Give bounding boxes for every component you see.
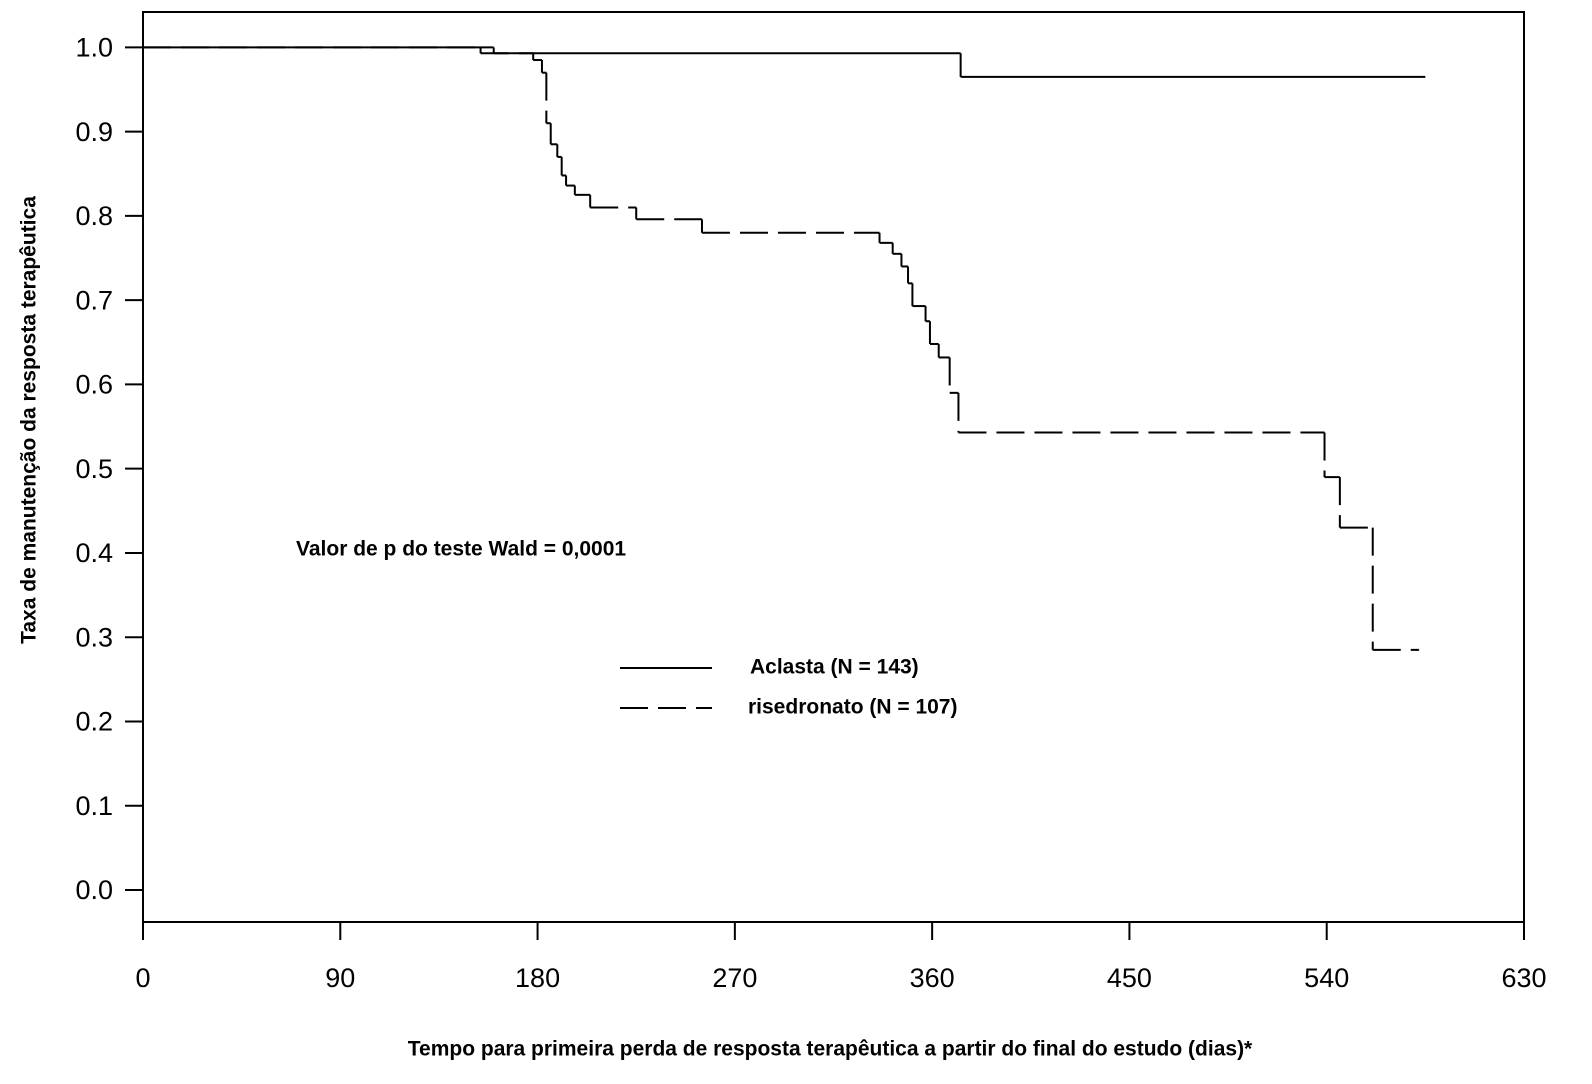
x-tick-label: 630 xyxy=(1501,963,1546,993)
y-tick-label: 0.5 xyxy=(75,454,113,484)
y-tick-label: 0.9 xyxy=(75,117,113,147)
x-tick-label: 90 xyxy=(325,963,355,993)
y-tick-label: 0.7 xyxy=(75,285,113,315)
x-tick-label: 360 xyxy=(910,963,955,993)
annotation: Valor de p do teste Wald = 0,0001 xyxy=(296,538,626,561)
x-tick-label: 450 xyxy=(1107,963,1152,993)
y-tick-label: 0.6 xyxy=(75,370,113,400)
y-tick-label: 1.0 xyxy=(75,33,113,63)
x-tick-label: 180 xyxy=(515,963,560,993)
y-tick-label: 0.0 xyxy=(75,875,113,905)
plot-frame xyxy=(142,11,1525,923)
x-axis-title: Tempo para primeira perda de resposta te… xyxy=(408,1038,1253,1061)
y-tick-label: 0.3 xyxy=(75,622,113,652)
y-tick-label: 0.8 xyxy=(75,201,113,231)
x-tick-label: 0 xyxy=(135,963,150,993)
y-tick-label: 0.1 xyxy=(75,791,113,821)
y-axis-title: Taxa de manutenção da resposta terapêuti… xyxy=(18,196,41,644)
legend-label: Aclasta (N = 143) xyxy=(750,656,919,679)
y-tick-label: 0.4 xyxy=(75,538,113,568)
legend-label: risedronato (N = 107) xyxy=(748,696,957,719)
x-tick-label: 540 xyxy=(1304,963,1349,993)
y-tick-label: 0.2 xyxy=(75,707,113,737)
x-tick-label: 270 xyxy=(712,963,757,993)
